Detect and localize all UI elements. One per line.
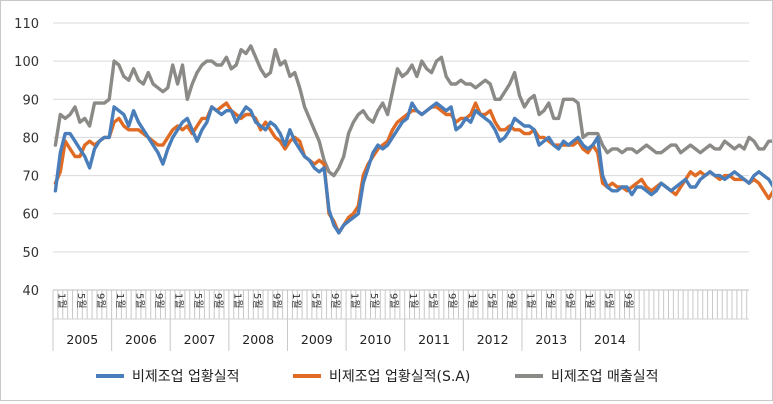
y-tick-label: 90 xyxy=(22,93,39,108)
x-tick-label: 5월 xyxy=(309,293,321,309)
y-tick-label: 110 xyxy=(14,17,39,32)
y-tick-label: 40 xyxy=(22,284,39,299)
year-label: 2010 xyxy=(360,332,392,347)
x-tick-label: 9월 xyxy=(388,293,400,309)
legend-label: 비제조업 업황실적 xyxy=(132,369,240,385)
gridlines xyxy=(53,22,749,291)
x-tick-label: 5월 xyxy=(485,293,497,309)
series-line xyxy=(53,101,773,235)
x-tick-label: 9월 xyxy=(270,293,282,309)
x-tick-label: 9월 xyxy=(329,293,341,309)
series-line xyxy=(53,44,773,178)
year-label: 2013 xyxy=(535,332,567,347)
axes: 40 50 60 70 80 90 100 110 1월 5월 9월 2005 1월 5월 9월 2006 1월… xyxy=(14,17,749,351)
y-tick-label: 50 xyxy=(22,246,39,261)
x-tick-label: 1월 xyxy=(290,293,302,309)
x-tick-label: 9월 xyxy=(622,293,634,309)
x-tick-label: 1월 xyxy=(349,293,361,309)
year-label: 2012 xyxy=(477,332,509,347)
y-tick-label: 80 xyxy=(22,131,39,146)
series-lines xyxy=(53,44,773,235)
x-tick-label: 5월 xyxy=(75,293,87,309)
year-label: 2014 xyxy=(594,332,626,347)
year-label: 2008 xyxy=(242,332,274,347)
x-tick-label: 1월 xyxy=(407,293,419,309)
x-tick-label: 9월 xyxy=(212,293,224,309)
x-tick-label: 9월 xyxy=(505,293,517,309)
x-tick-label: 1월 xyxy=(173,293,185,309)
x-tick-label: 1월 xyxy=(231,293,243,309)
x-tick-label: 5월 xyxy=(603,293,615,309)
y-tick-label: 100 xyxy=(14,55,39,70)
x-tick-label: 5월 xyxy=(427,293,439,309)
x-tick-label: 1월 xyxy=(524,293,536,309)
x-tick-label: 5월 xyxy=(251,293,263,309)
year-label: 2005 xyxy=(66,332,98,347)
x-tick-label: 9월 xyxy=(563,293,575,309)
x-tick-label: 1월 xyxy=(466,293,478,309)
year-label: 2009 xyxy=(301,332,333,347)
x-tick-label: 9월 xyxy=(446,293,458,309)
year-label: 2006 xyxy=(125,332,157,347)
x-tick-label: 5월 xyxy=(544,293,556,309)
x-tick-label: 5월 xyxy=(134,293,146,309)
x-tick-label: 1월 xyxy=(55,293,67,309)
x-tick-label: 1월 xyxy=(114,293,126,309)
year-label: 2011 xyxy=(418,332,450,347)
legend: 비제조업 업황실적 비제조업 업황실적(S.A) 비제조업 매출실적 xyxy=(96,369,659,385)
x-tick-label: 9월 xyxy=(153,293,165,309)
legend-label: 비제조업 업황실적(S.A) xyxy=(329,369,470,385)
y-tick-label: 70 xyxy=(22,170,39,185)
x-tick-label: 5월 xyxy=(192,293,204,309)
year-label: 2007 xyxy=(184,332,216,347)
legend-label: 비제조업 매출실적 xyxy=(551,369,659,385)
x-tick-label: 1월 xyxy=(583,293,595,309)
x-tick-label: 9월 xyxy=(95,293,107,309)
y-tick-label: 60 xyxy=(22,208,39,223)
x-tick-label: 5월 xyxy=(368,293,380,309)
